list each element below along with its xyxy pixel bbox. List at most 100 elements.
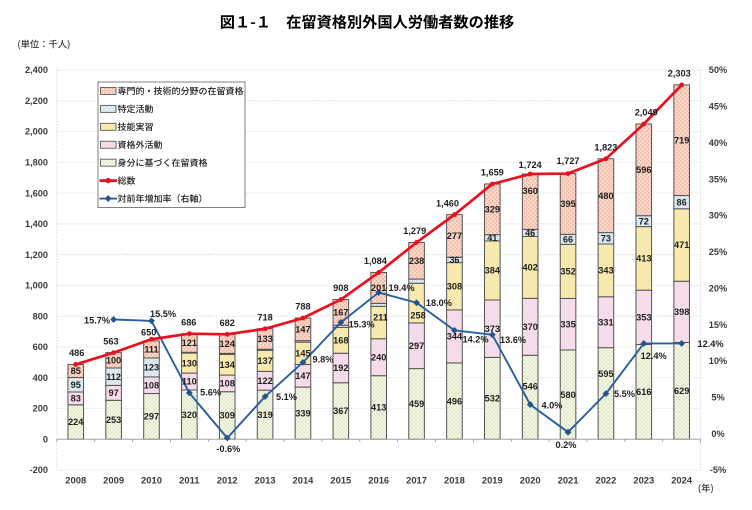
svg-text:2013: 2013 bbox=[255, 475, 276, 486]
svg-text:13.6%: 13.6% bbox=[500, 335, 526, 345]
svg-text:5.6%: 5.6% bbox=[200, 387, 221, 397]
svg-text:40%: 40% bbox=[709, 138, 727, 148]
svg-text:1,659: 1,659 bbox=[481, 168, 504, 178]
svg-text:2012: 2012 bbox=[217, 475, 238, 486]
svg-text:5%: 5% bbox=[711, 392, 724, 402]
svg-text:224: 224 bbox=[68, 417, 84, 427]
svg-text:0: 0 bbox=[43, 434, 48, 444]
svg-text:0.2%: 0.2% bbox=[556, 440, 577, 450]
svg-text:908: 908 bbox=[333, 283, 348, 293]
svg-text:329: 329 bbox=[485, 205, 500, 215]
svg-text:360: 360 bbox=[523, 186, 538, 196]
svg-text:19.4%: 19.4% bbox=[388, 283, 414, 293]
svg-text:650: 650 bbox=[141, 328, 156, 338]
svg-text:50%: 50% bbox=[709, 65, 727, 75]
svg-text:616: 616 bbox=[636, 387, 651, 397]
svg-text:2024: 2024 bbox=[671, 475, 693, 486]
svg-text:1,823: 1,823 bbox=[594, 142, 617, 152]
svg-text:308: 308 bbox=[447, 282, 462, 292]
svg-text:111: 111 bbox=[144, 345, 158, 355]
svg-text:147: 147 bbox=[295, 325, 310, 335]
svg-text:86: 86 bbox=[677, 197, 687, 207]
svg-text:110: 110 bbox=[182, 377, 197, 387]
svg-text:15.5%: 15.5% bbox=[150, 309, 176, 319]
svg-text:2011: 2011 bbox=[179, 475, 199, 486]
svg-text:2009: 2009 bbox=[103, 475, 124, 486]
svg-text:297: 297 bbox=[409, 341, 424, 351]
svg-text:496: 496 bbox=[447, 396, 462, 406]
svg-text:2008: 2008 bbox=[65, 475, 86, 486]
svg-text:800: 800 bbox=[33, 311, 48, 321]
svg-text:2016: 2016 bbox=[368, 475, 389, 486]
svg-text:137: 137 bbox=[257, 356, 272, 366]
svg-text:471: 471 bbox=[674, 240, 689, 250]
svg-text:134: 134 bbox=[220, 360, 236, 370]
svg-text:35%: 35% bbox=[709, 174, 727, 184]
svg-text:1,600: 1,600 bbox=[25, 188, 48, 198]
svg-text:1,460: 1,460 bbox=[436, 198, 459, 208]
svg-text:788: 788 bbox=[295, 302, 310, 312]
svg-text:1,000: 1,000 bbox=[25, 281, 48, 291]
svg-text:15%: 15% bbox=[709, 320, 727, 330]
svg-text:192: 192 bbox=[333, 363, 348, 373]
svg-text:413: 413 bbox=[636, 254, 651, 264]
svg-text:108: 108 bbox=[144, 380, 159, 390]
svg-text:253: 253 bbox=[106, 415, 121, 425]
svg-text:331: 331 bbox=[598, 317, 613, 327]
svg-text:147: 147 bbox=[295, 371, 310, 381]
svg-text:-5%: -5% bbox=[710, 465, 726, 475]
svg-text:9.8%: 9.8% bbox=[313, 354, 334, 364]
svg-text:370: 370 bbox=[523, 322, 538, 332]
svg-text:66: 66 bbox=[563, 235, 573, 245]
svg-text:112: 112 bbox=[106, 372, 121, 382]
svg-text:167: 167 bbox=[333, 308, 348, 318]
svg-text:335: 335 bbox=[560, 319, 575, 329]
svg-text:258: 258 bbox=[410, 310, 425, 320]
svg-text:14.2%: 14.2% bbox=[462, 335, 488, 345]
svg-text:18.0%: 18.0% bbox=[426, 298, 452, 308]
svg-text:200: 200 bbox=[33, 404, 48, 414]
svg-text:97: 97 bbox=[108, 388, 118, 398]
svg-text:240: 240 bbox=[371, 352, 386, 362]
svg-text:-0.6%: -0.6% bbox=[216, 444, 240, 454]
svg-text:100: 100 bbox=[106, 356, 121, 366]
svg-text:2020: 2020 bbox=[520, 475, 541, 486]
svg-text:2015: 2015 bbox=[330, 475, 351, 486]
svg-text:682: 682 bbox=[220, 318, 235, 328]
svg-text:-200: -200 bbox=[30, 465, 48, 475]
svg-text:719: 719 bbox=[674, 135, 689, 145]
svg-text:73: 73 bbox=[601, 234, 611, 244]
svg-text:1,200: 1,200 bbox=[25, 250, 48, 260]
svg-text:83: 83 bbox=[71, 394, 81, 404]
svg-text:413: 413 bbox=[371, 403, 386, 413]
svg-text:168: 168 bbox=[333, 336, 348, 346]
svg-text:402: 402 bbox=[523, 263, 538, 273]
svg-text:2,200: 2,200 bbox=[25, 96, 48, 106]
svg-text:600: 600 bbox=[33, 342, 48, 352]
svg-text:130: 130 bbox=[182, 358, 197, 368]
svg-text:373: 373 bbox=[485, 324, 500, 334]
svg-text:480: 480 bbox=[598, 191, 613, 201]
svg-text:85: 85 bbox=[71, 366, 81, 376]
svg-text:2010: 2010 bbox=[141, 475, 162, 486]
svg-text:2,303: 2,303 bbox=[668, 69, 691, 79]
svg-text:12.4%: 12.4% bbox=[641, 351, 667, 361]
svg-text:2023: 2023 bbox=[633, 475, 654, 486]
svg-text:20%: 20% bbox=[709, 283, 727, 293]
svg-text:400: 400 bbox=[33, 373, 48, 383]
svg-text:320: 320 bbox=[182, 410, 197, 420]
svg-text:46: 46 bbox=[525, 228, 535, 238]
svg-text:238: 238 bbox=[409, 256, 424, 266]
svg-text:486: 486 bbox=[69, 348, 84, 358]
svg-text:72: 72 bbox=[639, 216, 649, 226]
svg-text:122: 122 bbox=[257, 376, 272, 386]
svg-text:5.5%: 5.5% bbox=[614, 389, 635, 399]
svg-text:2014: 2014 bbox=[293, 475, 315, 486]
svg-text:596: 596 bbox=[636, 165, 651, 175]
svg-text:546: 546 bbox=[523, 381, 538, 391]
svg-text:145: 145 bbox=[295, 349, 310, 359]
svg-text:532: 532 bbox=[485, 394, 500, 404]
svg-text:580: 580 bbox=[560, 390, 575, 400]
svg-text:1,084: 1,084 bbox=[364, 256, 388, 266]
svg-text:12.4%: 12.4% bbox=[697, 339, 723, 349]
